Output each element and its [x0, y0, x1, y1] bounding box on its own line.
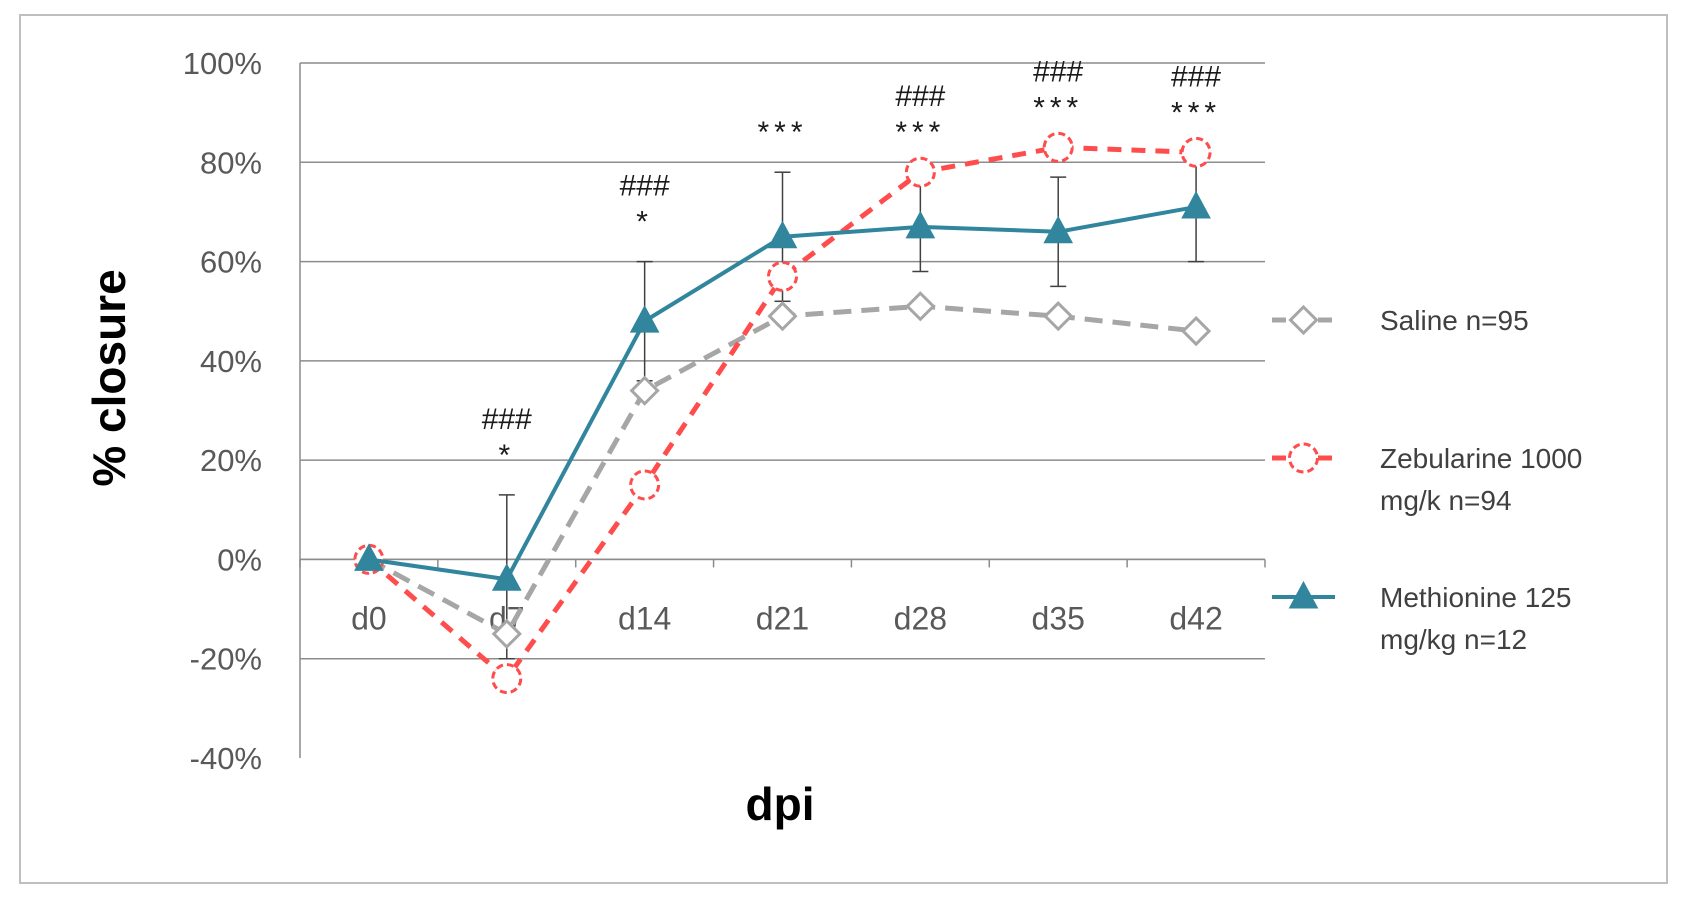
data-point: [354, 543, 384, 571]
significance-marker: *: [636, 206, 653, 239]
legend-marker: [1288, 304, 1319, 336]
axes: -40%-20%0%20%40%60%80%100%d0 d7 d14 d21 d28 d…: [183, 46, 1266, 776]
significance-marker: ***: [1033, 91, 1083, 124]
x-tick-label: d21: [756, 600, 809, 636]
y-axis-label: % closure: [83, 269, 135, 486]
legend-label: mg/kg n=12: [1380, 624, 1527, 655]
significance-marker: ***: [1171, 96, 1221, 129]
data-point: [767, 260, 798, 292]
significance-marker: ###: [1033, 55, 1083, 88]
legend-label: Saline n=95: [1380, 305, 1529, 336]
data-point: [904, 156, 936, 188]
data-point: [629, 469, 661, 501]
data-point: [905, 210, 936, 239]
y-tick-label: 40%: [200, 344, 262, 379]
legend-marker: [1288, 580, 1319, 609]
significance-marker: ###: [620, 170, 670, 203]
data-point: [629, 305, 660, 333]
series-lines: [353, 131, 1212, 695]
x-tick-label: d0: [351, 600, 387, 636]
significance-annotations: ###*###****###***###***###***: [482, 55, 1222, 472]
legend-label: Zebularine 1000: [1380, 443, 1582, 474]
legend-label: Methionine 125: [1380, 582, 1571, 613]
x-tick-label: d42: [1169, 600, 1222, 636]
significance-marker: *: [498, 439, 515, 472]
data-point: [491, 663, 523, 695]
significance-marker: ###: [895, 80, 945, 113]
data-point: [767, 220, 798, 249]
data-point: [1043, 301, 1074, 332]
data-point: [629, 375, 660, 406]
significance-marker: ###: [1171, 60, 1221, 93]
data-point: [1042, 131, 1074, 163]
data-point: [1180, 136, 1212, 168]
significance-marker: ###: [482, 403, 532, 436]
significance-marker: ***: [757, 116, 807, 149]
y-tick-label: -20%: [190, 642, 262, 677]
legend-marker: [1288, 442, 1319, 474]
y-tick-label: 100%: [183, 46, 262, 81]
y-tick-label: 20%: [200, 443, 262, 478]
data-point: [491, 563, 522, 591]
data-point: [905, 291, 936, 322]
x-tick-label: d14: [618, 600, 671, 636]
data-point: [491, 618, 522, 650]
x-axis-label: dpi: [746, 778, 815, 830]
data-point: [1180, 315, 1212, 347]
data-point: [767, 301, 798, 332]
y-tick-label: 60%: [200, 245, 262, 280]
data-point: [1043, 215, 1074, 244]
x-tick-label: d35: [1032, 600, 1085, 636]
y-tick-label: -40%: [190, 741, 262, 776]
data-point: [1181, 190, 1211, 219]
significance-marker: ***: [895, 116, 945, 149]
y-tick-label: 0%: [217, 542, 262, 577]
legend: Saline n=95 Zebularine 1000 mg/k n=94 Methi…: [1272, 304, 1582, 655]
y-tick-label: 80%: [200, 145, 262, 180]
legend-label: mg/k n=94: [1380, 485, 1512, 516]
chart-border: [19, 14, 1668, 884]
x-tick-label: d28: [894, 600, 947, 636]
